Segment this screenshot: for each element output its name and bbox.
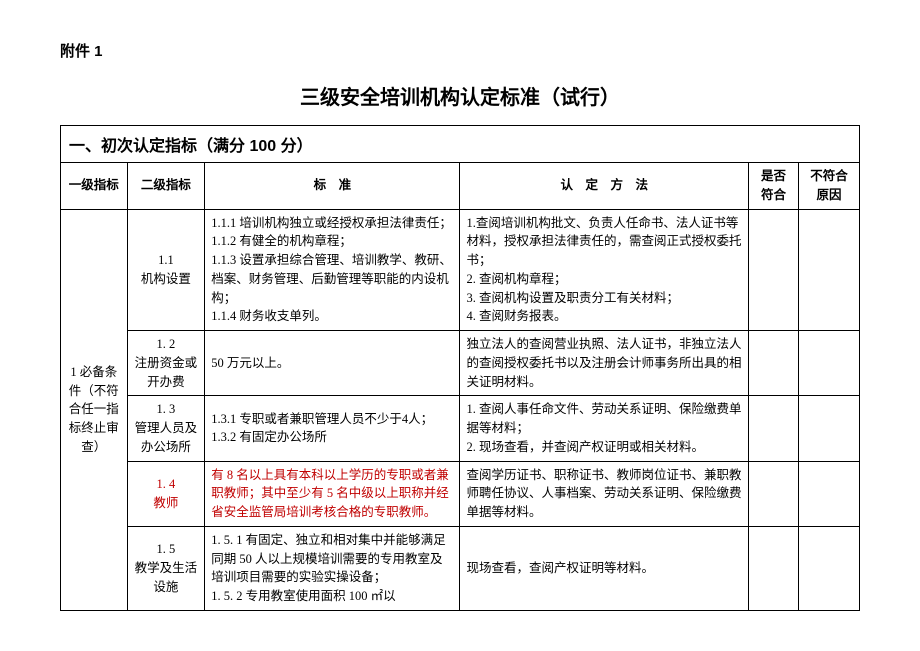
- compliant-cell: [749, 526, 799, 610]
- table-row: 1 必备条件（不符合任一指标终止审查）1.1 机构设置1.1.1 培训机构独立或…: [61, 209, 860, 331]
- method-cell: 现场查看，查阅产权证明等材料。: [460, 526, 749, 610]
- col-header-compliant: 是否符合: [749, 163, 799, 210]
- table-row: 1. 2 注册资金或开办费50 万元以上。独立法人的查阅营业执照、法人证书，非独…: [61, 331, 860, 396]
- table-row: 1. 5 教学及生活设施1. 5. 1 有固定、独立和相对集中并能够满足同期 5…: [61, 526, 860, 610]
- method-cell: 1. 查阅人事任命文件、劳动关系证明、保险缴费单据等材料； 2. 现场查看，并查…: [460, 396, 749, 461]
- compliant-cell: [749, 396, 799, 461]
- reason-cell: [798, 461, 859, 526]
- col-header-method: 认 定 方 法: [460, 163, 749, 210]
- method-cell: 独立法人的查阅营业执照、法人证书，非独立法人的查阅授权委托书以及注册会计师事务所…: [460, 331, 749, 396]
- table-header-row: 一级指标 二级指标 标 准 认 定 方 法 是否符合 不符合原因: [61, 163, 860, 210]
- compliant-cell: [749, 331, 799, 396]
- standard-cell: 1.3.1 专职或者兼职管理人员不少于4人； 1.3.2 有固定办公场所: [205, 396, 460, 461]
- standard-cell: 50 万元以上。: [205, 331, 460, 396]
- reason-cell: [798, 396, 859, 461]
- table-row: 1. 4 教师有 8 名以上具有本科以上学历的专职或者兼职教师；其中至少有 5 …: [61, 461, 860, 526]
- compliant-cell: [749, 209, 799, 331]
- table-body: 1 必备条件（不符合任一指标终止审查）1.1 机构设置1.1.1 培训机构独立或…: [61, 209, 860, 610]
- page-title: 三级安全培训机构认定标准（试行）: [60, 81, 860, 110]
- standard-cell: 1. 5. 1 有固定、独立和相对集中并能够满足同期 50 人以上规模培训需要的…: [205, 526, 460, 610]
- level2-cell: 1. 2 注册资金或开办费: [127, 331, 205, 396]
- attachment-label: 附件 1: [60, 40, 860, 61]
- level2-cell: 1. 4 教师: [127, 461, 205, 526]
- reason-cell: [798, 331, 859, 396]
- compliant-cell: [749, 461, 799, 526]
- level2-cell: 1.1 机构设置: [127, 209, 205, 331]
- level2-cell: 1. 5 教学及生活设施: [127, 526, 205, 610]
- col-header-standard: 标 准: [205, 163, 460, 210]
- standard-cell: 1.1.1 培训机构独立或经授权承担法律责任； 1.1.2 有健全的机构章程； …: [205, 209, 460, 331]
- table-row: 1. 3 管理人员及办公场所1.3.1 专职或者兼职管理人员不少于4人； 1.3…: [61, 396, 860, 461]
- level1-cell: 1 必备条件（不符合任一指标终止审查）: [61, 209, 128, 610]
- col-header-reason: 不符合原因: [798, 163, 859, 210]
- col-header-level1: 一级指标: [61, 163, 128, 210]
- standard-cell: 有 8 名以上具有本科以上学历的专职或者兼职教师；其中至少有 5 名中级以上职称…: [205, 461, 460, 526]
- reason-cell: [798, 526, 859, 610]
- method-cell: 1.查阅培训机构批文、负责人任命书、法人证书等材料，授权承担法律责任的，需查阅正…: [460, 209, 749, 331]
- section-header: 一、初次认定指标（满分 100 分）: [60, 125, 860, 162]
- col-header-level2: 二级指标: [127, 163, 205, 210]
- method-cell: 查阅学历证书、职称证书、教师岗位证书、兼职教师聘任协议、人事档案、劳动关系证明、…: [460, 461, 749, 526]
- standards-table: 一级指标 二级指标 标 准 认 定 方 法 是否符合 不符合原因 1 必备条件（…: [60, 162, 860, 611]
- level2-cell: 1. 3 管理人员及办公场所: [127, 396, 205, 461]
- reason-cell: [798, 209, 859, 331]
